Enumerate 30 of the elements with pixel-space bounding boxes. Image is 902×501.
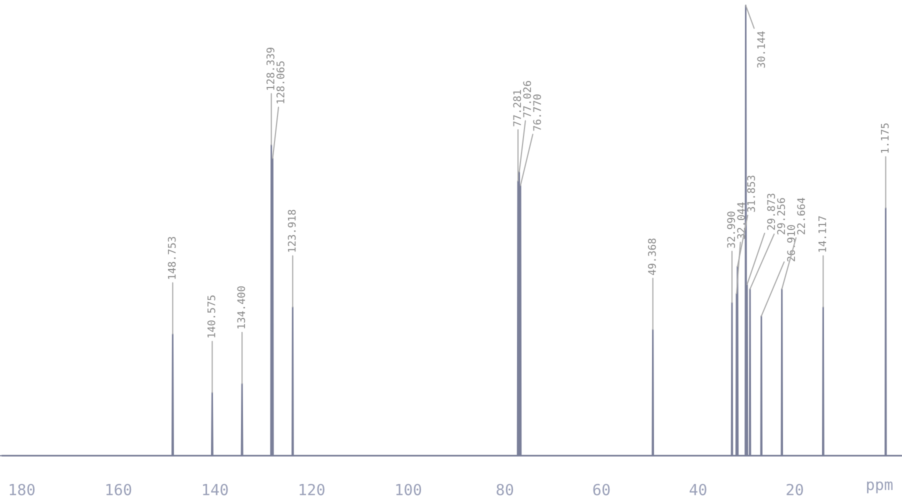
annotation: 128.065: [276, 61, 284, 104]
annotation: 14.117: [818, 216, 826, 252]
annotation: 123.918: [288, 210, 296, 252]
annotation: 26.910: [787, 225, 796, 262]
annotation: 128.339: [266, 48, 274, 90]
annotation: 22.664: [797, 198, 806, 234]
annotation: 148.753: [168, 236, 176, 279]
annotation: 49.368: [648, 238, 656, 276]
annotation: 30.144: [757, 31, 766, 68]
annotation: 29.256: [777, 198, 786, 234]
x-tick-label: 40: [690, 484, 706, 496]
annotation: 32.990: [727, 212, 736, 248]
x-tick-label: 100: [396, 484, 422, 496]
x-tick-label: 20: [786, 484, 803, 496]
x-axis-title: ppm: [867, 481, 893, 494]
x-tick-label: 80: [496, 484, 514, 496]
annotation: 32.044: [737, 202, 746, 239]
x-tick-label: 140: [203, 484, 228, 496]
annotation: 29.873: [767, 194, 776, 230]
annotation: 140.575: [207, 296, 216, 338]
x-tick-label: 180: [10, 484, 35, 496]
annotation: 76.770: [533, 94, 542, 131]
x-tick-label: 160: [106, 484, 132, 496]
annotation: 77.026: [523, 81, 532, 118]
x-tick-label: 60: [593, 484, 610, 496]
annotation: 1.175: [881, 123, 889, 153]
annotation: 31.853: [747, 176, 756, 212]
x-tick-label: 120: [300, 484, 324, 496]
annotation: 134.400: [237, 286, 246, 328]
annotation: 77.281: [513, 90, 522, 126]
